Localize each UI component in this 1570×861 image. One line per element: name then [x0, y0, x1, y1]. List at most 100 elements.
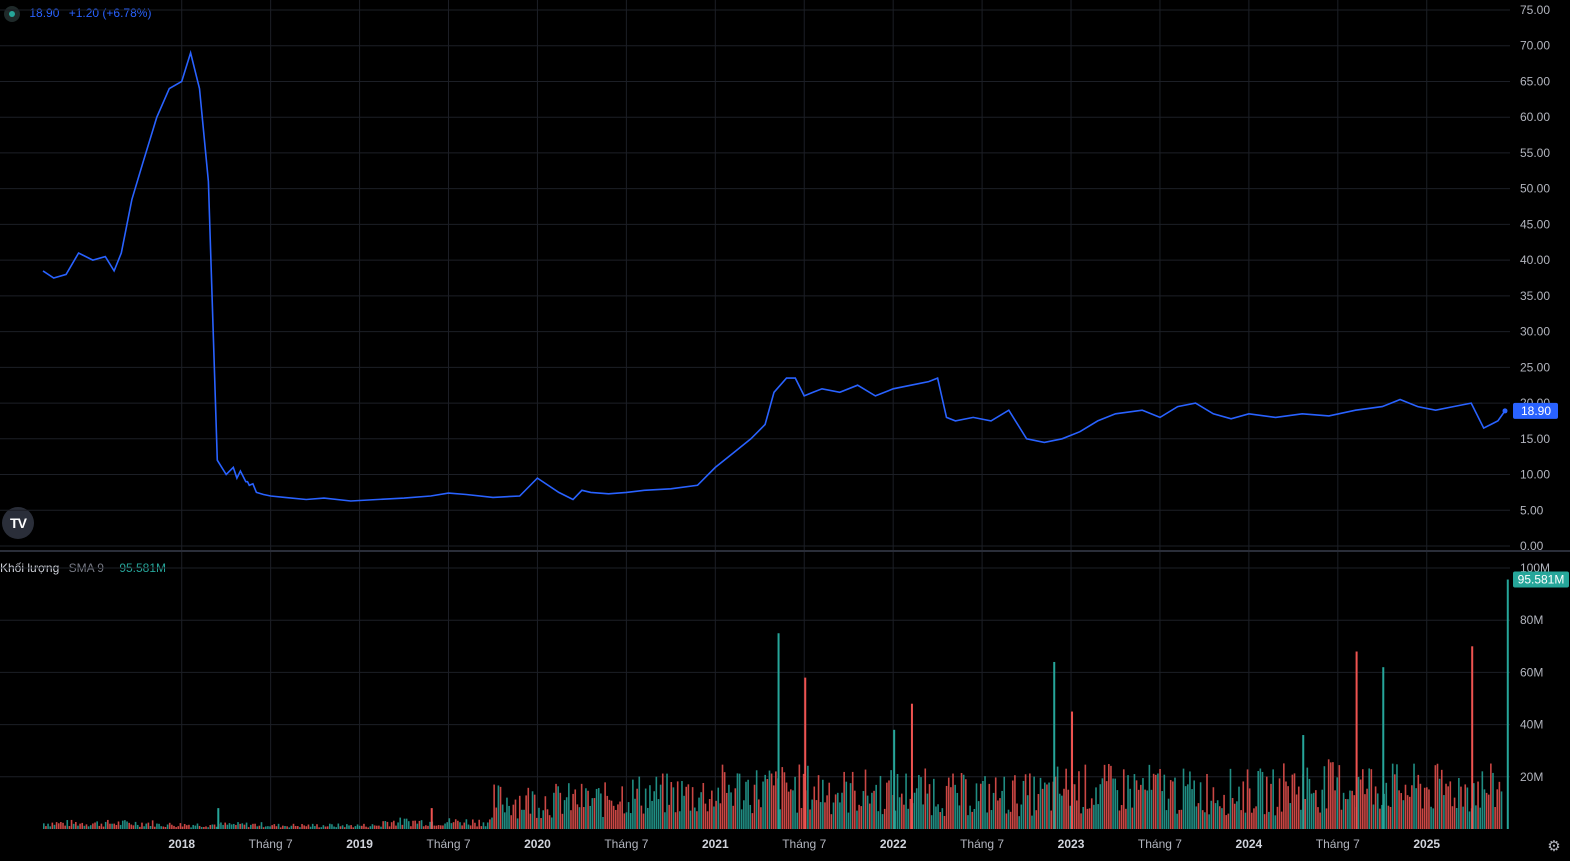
volume-bar	[894, 810, 897, 829]
volume-bar	[1114, 778, 1117, 829]
volume-bar	[1201, 810, 1204, 829]
volume-axis-tick: 20M	[1520, 770, 1543, 784]
volume-bar	[70, 819, 73, 829]
volume-bar	[516, 818, 519, 829]
volume-bar	[1374, 786, 1377, 829]
volume-bar	[1466, 787, 1469, 829]
time-axis-tick: 2023	[1058, 837, 1085, 851]
volume-bar	[311, 823, 314, 829]
volume-bar	[647, 807, 649, 829]
volume-bar	[1178, 809, 1181, 829]
volume-bar	[1118, 810, 1121, 829]
volume-bar	[988, 783, 991, 829]
volume-bar	[945, 785, 948, 829]
volume-bar	[800, 808, 803, 829]
volume-bar	[559, 792, 562, 829]
volume-bar	[501, 804, 504, 829]
volume-bar	[448, 818, 451, 829]
volume-bar	[1031, 815, 1033, 829]
volume-bar	[986, 812, 988, 829]
volume-bar	[442, 825, 444, 829]
volume-bar	[600, 793, 602, 829]
volume-bar	[1003, 776, 1006, 829]
volume-bar	[51, 822, 54, 829]
volume-bar	[1054, 776, 1057, 829]
volume-bar	[691, 787, 694, 829]
volume-bar	[743, 800, 745, 829]
volume-bar	[132, 825, 135, 829]
volume-bar	[318, 827, 320, 829]
volume-bar	[555, 783, 557, 829]
volume-bar	[668, 804, 670, 829]
volume-bar	[299, 827, 301, 829]
volume-bar	[1261, 771, 1264, 829]
volume-bar	[55, 822, 58, 829]
tradingview-logo-icon[interactable]: TV	[2, 507, 34, 539]
volume-bar	[66, 820, 69, 829]
volume-bar	[753, 784, 756, 829]
volume-bar	[1131, 807, 1134, 829]
volume-bar	[655, 776, 658, 829]
volume-bar	[258, 825, 261, 829]
volume-bar	[390, 822, 393, 829]
volume-bar	[452, 822, 455, 829]
volume-bar	[1302, 735, 1305, 829]
volume-bar	[975, 783, 978, 829]
volume-bar	[751, 813, 754, 829]
volume-bar	[1387, 805, 1390, 829]
volume-bar	[1039, 777, 1042, 829]
volume-bar	[608, 799, 611, 829]
volume-bar	[1191, 789, 1193, 829]
volume-bar	[1069, 805, 1072, 829]
volume-bar	[1312, 792, 1315, 829]
volume-bar	[119, 824, 122, 829]
volume-bar	[747, 779, 749, 829]
volume-bar	[117, 821, 120, 829]
volume-bar	[465, 819, 468, 829]
volume-bar	[672, 787, 675, 829]
volume-bar	[713, 806, 715, 829]
volume-bar	[239, 823, 241, 829]
volume-bar	[1304, 798, 1306, 829]
volume-bar	[1487, 794, 1490, 829]
volume-bar	[1199, 782, 1202, 829]
volume-bar	[1065, 768, 1067, 829]
volume-bar	[173, 825, 175, 829]
volume-bar	[617, 804, 619, 829]
volume-bar	[356, 824, 359, 829]
volume-bar	[98, 825, 101, 829]
volume-bar	[1432, 808, 1435, 829]
volume-bar	[781, 767, 784, 829]
volume-bar	[151, 820, 154, 829]
volume-bar	[664, 812, 666, 829]
last-volume-tag	[1513, 571, 1569, 588]
volume-bar	[256, 826, 259, 829]
volume-bar	[1472, 783, 1475, 829]
volume-bar	[804, 677, 807, 829]
volume-bar	[1214, 803, 1217, 829]
volume-bar	[87, 826, 90, 829]
volume-bar	[696, 811, 698, 829]
volume-bar	[482, 822, 485, 829]
volume-bar	[651, 800, 653, 829]
volume-bar	[1048, 782, 1050, 829]
volume-bar	[900, 793, 903, 829]
volume-bar	[314, 826, 316, 829]
volume-bar	[907, 808, 909, 829]
volume-bar	[252, 823, 254, 829]
volume-bar	[979, 783, 982, 829]
volume-bar	[969, 805, 971, 829]
volume-bar	[1082, 806, 1085, 829]
volume-bar	[525, 795, 527, 829]
volume-bar	[798, 764, 801, 829]
volume-bar	[881, 814, 884, 829]
volume-bar	[158, 823, 160, 829]
volume-bar	[1415, 788, 1417, 829]
gear-icon[interactable]: ⚙	[1547, 838, 1561, 855]
volume-bar	[147, 822, 150, 829]
volume-bar	[1103, 764, 1106, 829]
volume-bar	[1321, 789, 1324, 829]
volume-bar	[437, 825, 440, 829]
volume-bar	[72, 823, 75, 829]
